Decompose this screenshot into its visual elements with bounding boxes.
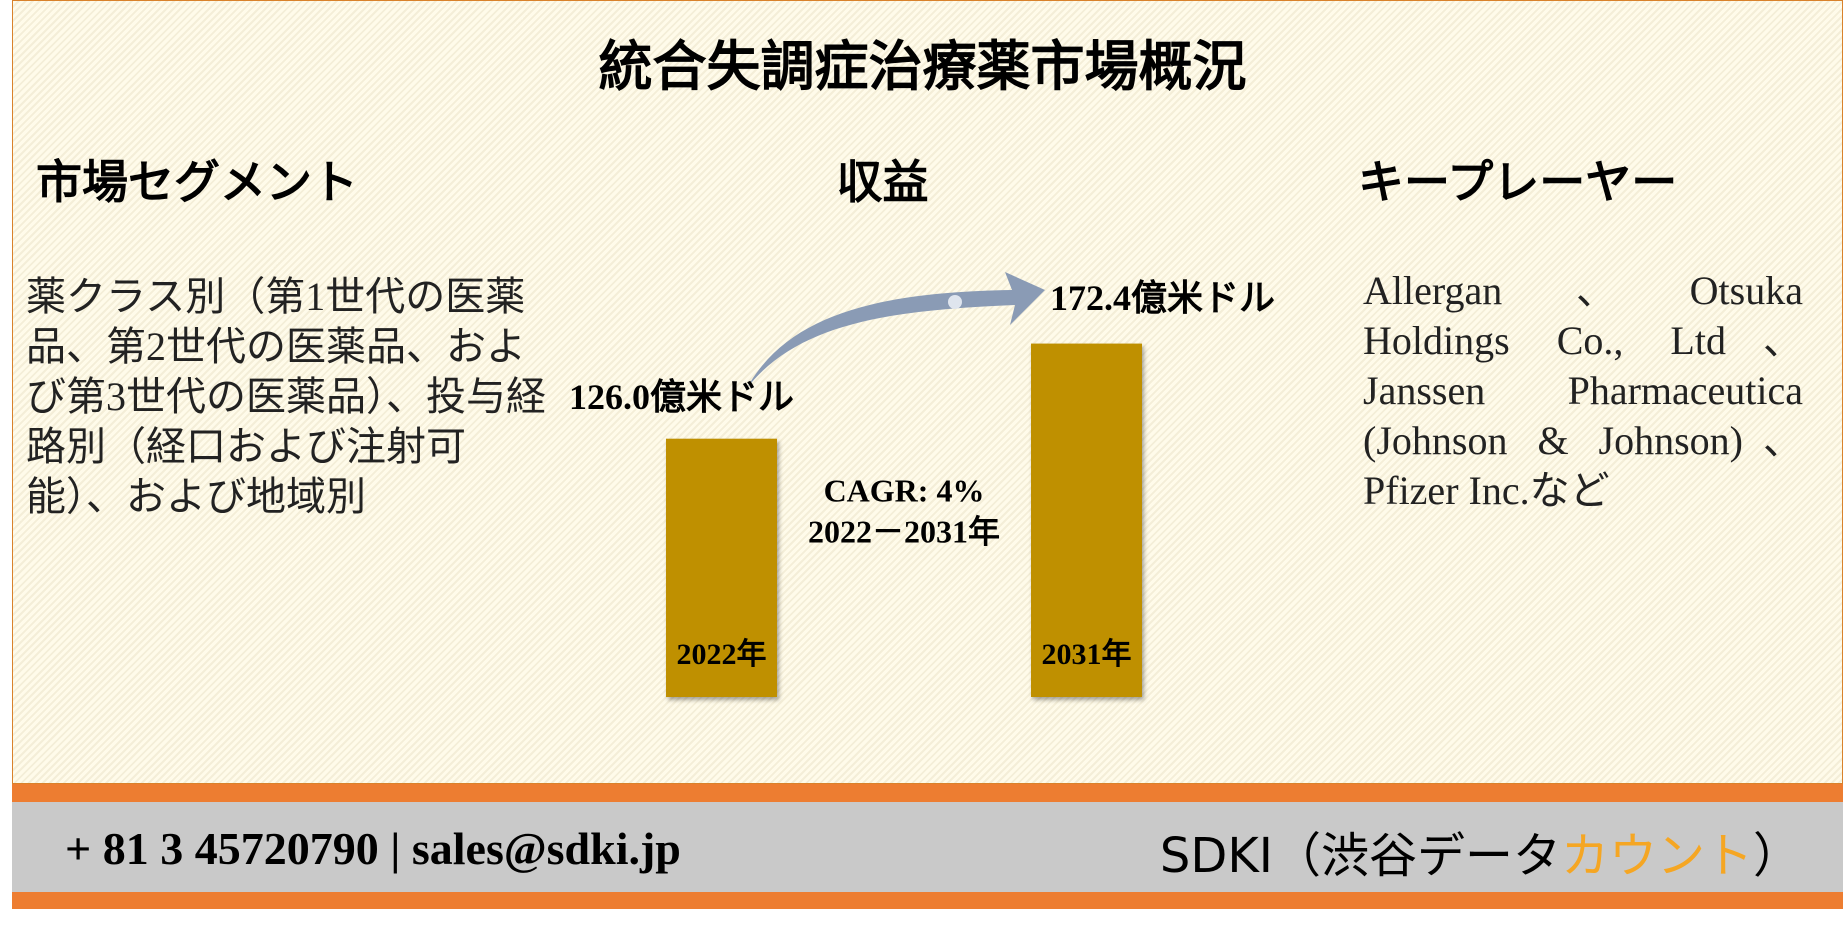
category-label: 2031年 [1042,638,1132,671]
cagr: CAGR: 4% [824,472,985,508]
revenue-heading: 収益 [836,157,929,208]
bar [1031,343,1142,697]
footer [12,802,1843,892]
value-label: 126.0億米ドル [569,377,794,417]
company-highlight: カウント [1560,828,1753,884]
players-text: Allergan、Otsuka Holdings Co., Ltd、Jansse… [1363,268,1803,513]
company: SDKI（渋谷データカウント） [1160,816,1801,886]
value-label: 172.4億米ドル [1050,278,1275,318]
company-name: SDKI（渋谷データ [1159,828,1561,884]
footer-stripe [12,784,1843,802]
category-label: 2022年 [677,638,767,671]
title: 統合失調症治療薬市場概況 [598,37,1247,97]
panel [12,0,1843,784]
footer-stripe [12,892,1843,909]
growth-arrow [747,272,1045,388]
segment-text: 薬クラス別（第1世代の医薬品、第2世代の医薬品、および第3世代の医薬品）、投与経… [26,274,546,519]
company-end: ） [1752,828,1801,884]
segment-heading: 市場セグメント [36,157,358,208]
bar [666,438,777,697]
arrow-dot [948,295,962,309]
contact: + 81 3 45720790 | sales@sdki.jp [65,823,681,874]
period: 2022－2031年 [808,513,1000,549]
players-heading: キープレーヤー [1358,157,1678,208]
